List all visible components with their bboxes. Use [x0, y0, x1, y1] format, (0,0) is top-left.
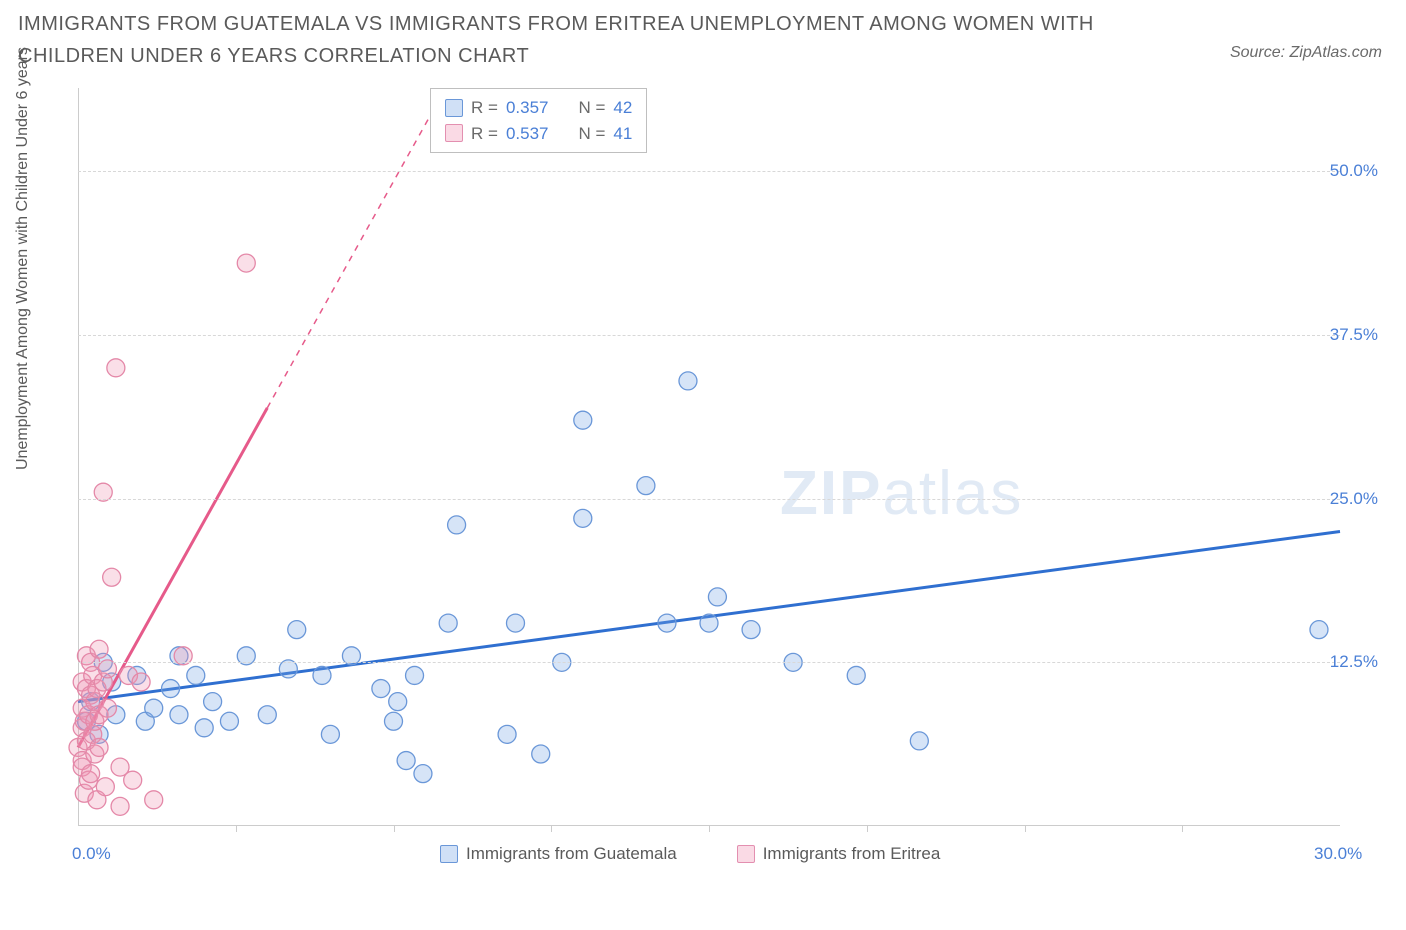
legend-r-value: 0.537 [506, 121, 549, 147]
y-tick-label: 12.5% [1330, 652, 1378, 672]
legend-swatch [440, 845, 458, 863]
legend-r-value: 0.357 [506, 95, 549, 121]
x-tick-mark [1182, 826, 1183, 832]
chart-area: R = 0.357 N = 42 R = 0.537 N = 41 ZIPatl… [60, 88, 1380, 868]
chart-title: IMMIGRANTS FROM GUATEMALA VS IMMIGRANTS … [18, 8, 1118, 72]
x-tick-mark [1025, 826, 1026, 832]
gridline [78, 662, 1340, 663]
source-credit: Source: ZipAtlas.com [1230, 44, 1382, 62]
legend-n-label: N = [578, 95, 605, 121]
legend-series-item: Immigrants from Eritrea [737, 844, 941, 864]
x-tick-mark [709, 826, 710, 832]
gridline [78, 499, 1340, 500]
legend-swatch [737, 845, 755, 863]
legend-correlation-row: R = 0.537 N = 41 [445, 121, 632, 147]
x-tick-mark [867, 826, 868, 832]
legend-series-item: Immigrants from Guatemala [440, 844, 677, 864]
y-axis-label: Unemployment Among Women with Children U… [14, 47, 32, 470]
legend-correlation-row: R = 0.357 N = 42 [445, 95, 632, 121]
x-tick-label: 30.0% [1314, 844, 1362, 864]
series-legend: Immigrants from Guatemala Immigrants from… [440, 844, 940, 864]
x-tick-mark [394, 826, 395, 832]
scatter-plot [60, 88, 1380, 868]
legend-n-value: 41 [613, 121, 632, 147]
gridline [78, 171, 1340, 172]
x-tick-label: 0.0% [72, 844, 111, 864]
x-tick-mark [551, 826, 552, 832]
legend-swatch [445, 99, 463, 117]
legend-series-label: Immigrants from Eritrea [763, 844, 941, 864]
x-tick-mark [236, 826, 237, 832]
y-tick-label: 50.0% [1330, 161, 1378, 181]
legend-r-label: R = [471, 121, 498, 147]
legend-n-label: N = [578, 121, 605, 147]
legend-swatch [445, 124, 463, 142]
legend-r-label: R = [471, 95, 498, 121]
y-tick-label: 25.0% [1330, 489, 1378, 509]
gridline [78, 335, 1340, 336]
legend-n-value: 42 [613, 95, 632, 121]
correlation-legend: R = 0.357 N = 42 R = 0.537 N = 41 [430, 88, 647, 153]
legend-series-label: Immigrants from Guatemala [466, 844, 677, 864]
y-tick-label: 37.5% [1330, 325, 1378, 345]
